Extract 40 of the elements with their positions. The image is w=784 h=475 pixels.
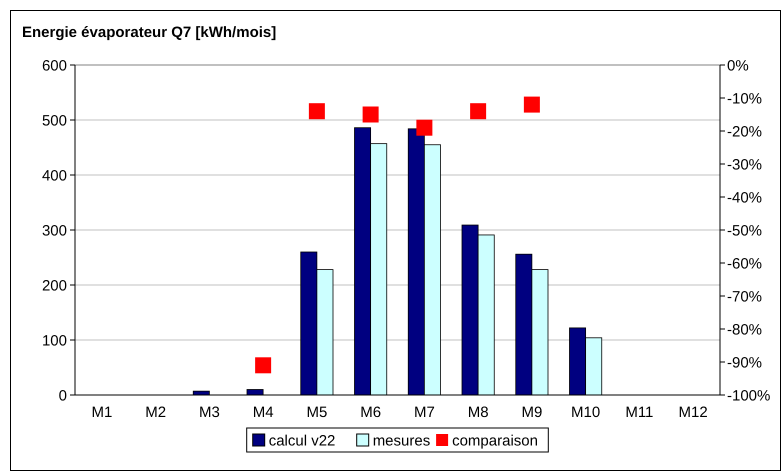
x-tick-label: M10 [571, 404, 600, 421]
chart-title: Energie évaporateur Q7 [kWh/mois] [22, 24, 276, 41]
legend-label: calcul v22 [268, 432, 336, 450]
legend-label: comparaison [452, 432, 538, 450]
y2-tick-label: 0% [727, 57, 749, 74]
x-tick-label: M1 [91, 404, 112, 421]
legend-label: mesures [372, 432, 430, 450]
point [308, 103, 325, 120]
y2-tick-label: -70% [727, 288, 762, 306]
y-tick-label: 100 [42, 332, 67, 350]
point [524, 96, 540, 113]
x-tick-label: M8 [468, 404, 489, 421]
y2-tick-label: -40% [727, 189, 762, 206]
x-tick-label: M6 [360, 404, 382, 421]
x-tick-label: M12 [678, 404, 708, 421]
y2-tick-label: -20% [727, 123, 762, 140]
point [255, 357, 272, 374]
y2-tick-label: -90% [727, 354, 762, 372]
point [362, 106, 379, 122]
y-tick-label: 0 [58, 387, 67, 404]
y-tick-label: 300 [42, 222, 67, 240]
y-tick-label: 600 [42, 57, 67, 74]
y2-tick-label: -60% [727, 255, 762, 272]
x-tick-label: M9 [521, 404, 542, 421]
y2-tick-label: -30% [727, 156, 762, 174]
point [416, 120, 432, 136]
x-tick-label: M4 [252, 404, 274, 421]
x-tick-label: M5 [306, 404, 328, 421]
y-tick-label: 400 [42, 167, 67, 184]
x-tick-label: M2 [145, 404, 166, 421]
point [470, 103, 486, 120]
x-tick-label: M3 [198, 404, 220, 421]
y2-tick-label: -10% [727, 90, 762, 108]
y-tick-label: 200 [42, 277, 67, 294]
y-tick-label: 500 [42, 112, 67, 130]
x-tick-label: M7 [414, 404, 435, 421]
y2-tick-label: -80% [727, 321, 762, 338]
y2-tick-label: -50% [727, 222, 762, 240]
y2-tick-label: -100% [727, 387, 770, 404]
x-tick-label: M11 [625, 404, 654, 421]
